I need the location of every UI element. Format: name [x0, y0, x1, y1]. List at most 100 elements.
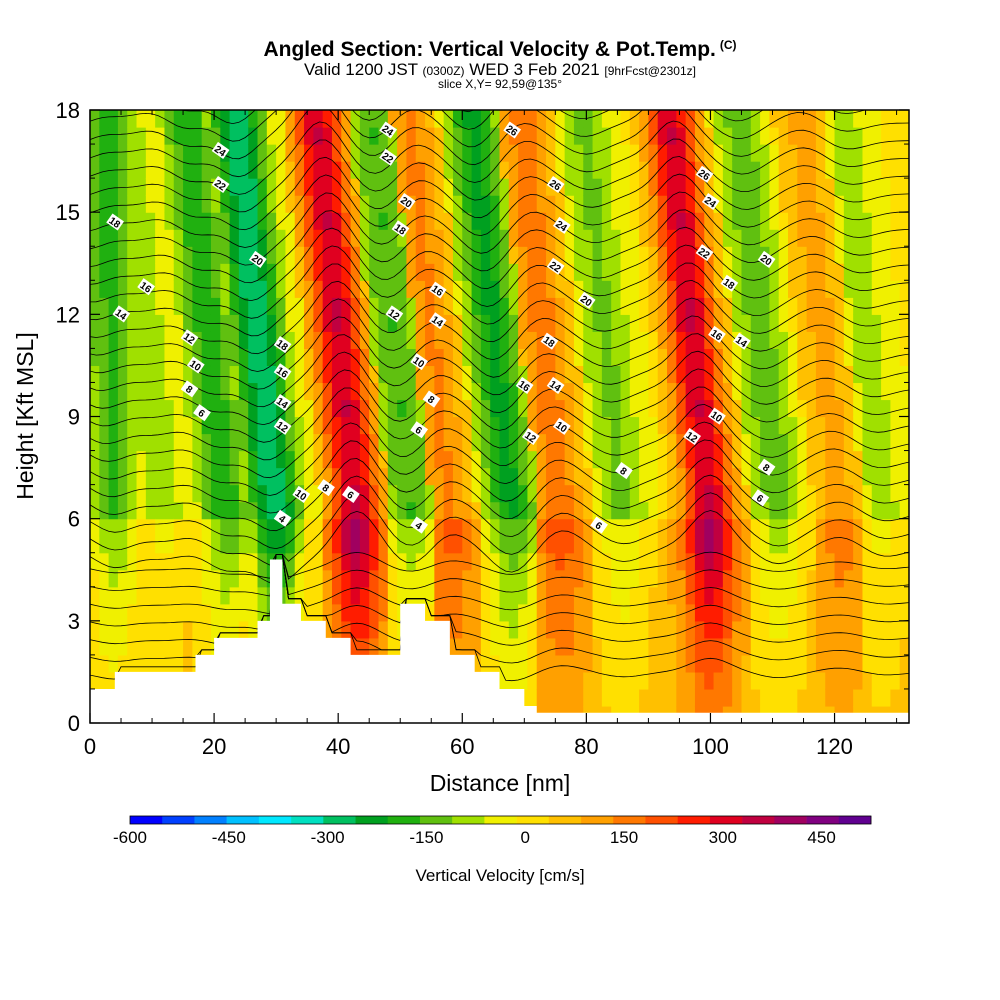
- colorbar-tick-label: -150: [409, 828, 443, 847]
- velocity-cell: [611, 450, 622, 469]
- theta-contour: [90, 297, 909, 372]
- velocity-cell: [620, 382, 631, 401]
- velocity-cell: [499, 501, 510, 520]
- velocity-cell: [788, 212, 798, 230]
- velocity-cell: [704, 603, 715, 622]
- velocity-cell: [201, 399, 212, 418]
- velocity-cell: [694, 688, 705, 707]
- contour-label-bg: [180, 329, 199, 347]
- velocity-cell: [797, 246, 808, 264]
- velocity-cell: [220, 365, 231, 384]
- velocity-cell: [350, 161, 361, 179]
- velocity-cell: [536, 501, 547, 520]
- velocity-cell: [518, 637, 529, 656]
- velocity-cell: [592, 195, 603, 213]
- velocity-cell: [499, 246, 510, 264]
- velocity-cell: [546, 484, 556, 503]
- velocity-cell: [676, 195, 687, 213]
- velocity-cell: [183, 314, 193, 332]
- velocity-cell: [881, 637, 891, 656]
- velocity-cell: [732, 229, 743, 247]
- velocity-cell: [183, 535, 193, 554]
- velocity-cell: [667, 671, 677, 690]
- velocity-cell: [99, 331, 110, 349]
- velocity-cell: [155, 110, 166, 128]
- velocity-cell: [788, 246, 798, 264]
- velocity-cell: [210, 501, 221, 520]
- velocity-cell: [136, 552, 147, 571]
- velocity-cell: [629, 603, 640, 622]
- velocity-cell: [462, 110, 473, 128]
- velocity-cell: [741, 671, 752, 690]
- colorbar-swatch: [226, 816, 260, 824]
- velocity-cell: [406, 416, 417, 435]
- velocity-cell: [480, 399, 491, 418]
- velocity-cell: [667, 195, 677, 213]
- velocity-cell: [257, 297, 268, 315]
- velocity-cell: [527, 263, 538, 281]
- velocity-cell: [173, 331, 184, 349]
- velocity-cell: [378, 297, 389, 315]
- velocity-cell: [480, 280, 491, 298]
- velocity-cell: [806, 433, 817, 452]
- velocity-cell: [601, 297, 612, 315]
- velocity-cell: [648, 110, 659, 128]
- velocity-cell: [266, 263, 277, 281]
- velocity-cell: [350, 110, 361, 128]
- contour-label-bg: [180, 380, 199, 398]
- contour-label-text: 6: [413, 425, 424, 437]
- velocity-cell: [806, 620, 817, 639]
- velocity-cell: [722, 518, 733, 537]
- velocity-cell: [881, 654, 891, 673]
- velocity-cell: [480, 110, 491, 128]
- contour-label-bg: [379, 148, 397, 166]
- velocity-cell: [555, 161, 566, 179]
- velocity-cell: [583, 569, 594, 588]
- theta-contour: [90, 439, 909, 514]
- velocity-cell: [304, 416, 314, 435]
- velocity-cell: [313, 450, 324, 469]
- velocity-cell: [639, 110, 650, 128]
- velocity-cell: [276, 433, 287, 452]
- contour-label-bg: [590, 516, 608, 534]
- velocity-cell: [499, 484, 510, 503]
- velocity-cell: [713, 382, 724, 401]
- velocity-cell: [304, 144, 314, 162]
- colorbar-tick-label: -600: [113, 828, 147, 847]
- velocity-cell: [369, 416, 380, 435]
- colorbar-swatch: [645, 816, 678, 824]
- theta-contour: [90, 554, 909, 630]
- velocity-cell: [871, 144, 882, 162]
- velocity-cell: [685, 501, 696, 520]
- velocity-cell: [210, 552, 221, 571]
- velocity-cell: [843, 671, 854, 690]
- velocity-cell: [452, 518, 463, 537]
- velocity-cell: [378, 416, 389, 435]
- velocity-cell: [853, 688, 864, 707]
- velocity-cell: [387, 484, 398, 503]
- velocity-cell: [443, 127, 454, 145]
- velocity-cell: [136, 246, 147, 264]
- velocity-cell: [639, 450, 650, 469]
- velocity-cell: [843, 501, 854, 520]
- velocity-cell: [629, 399, 640, 418]
- velocity-cell: [825, 518, 836, 537]
- contour-label-text: 6: [593, 520, 604, 532]
- velocity-cell: [331, 382, 342, 401]
- velocity-cell: [164, 348, 175, 367]
- velocity-cell: [750, 229, 761, 247]
- velocity-cell: [155, 365, 166, 384]
- velocity-cell: [797, 433, 808, 452]
- velocity-cell: [164, 416, 175, 435]
- velocity-cell: [201, 263, 212, 281]
- velocity-cell: [285, 586, 296, 605]
- velocity-cell: [750, 178, 761, 196]
- velocity-cell: [490, 195, 501, 213]
- velocity-cell: [173, 144, 184, 162]
- velocity-cell: [490, 586, 501, 605]
- velocity-cell: [378, 382, 389, 401]
- velocity-cell: [555, 450, 566, 469]
- velocity-cell: [518, 484, 529, 503]
- contour-label: 12: [683, 428, 702, 446]
- velocity-cell: [871, 229, 882, 247]
